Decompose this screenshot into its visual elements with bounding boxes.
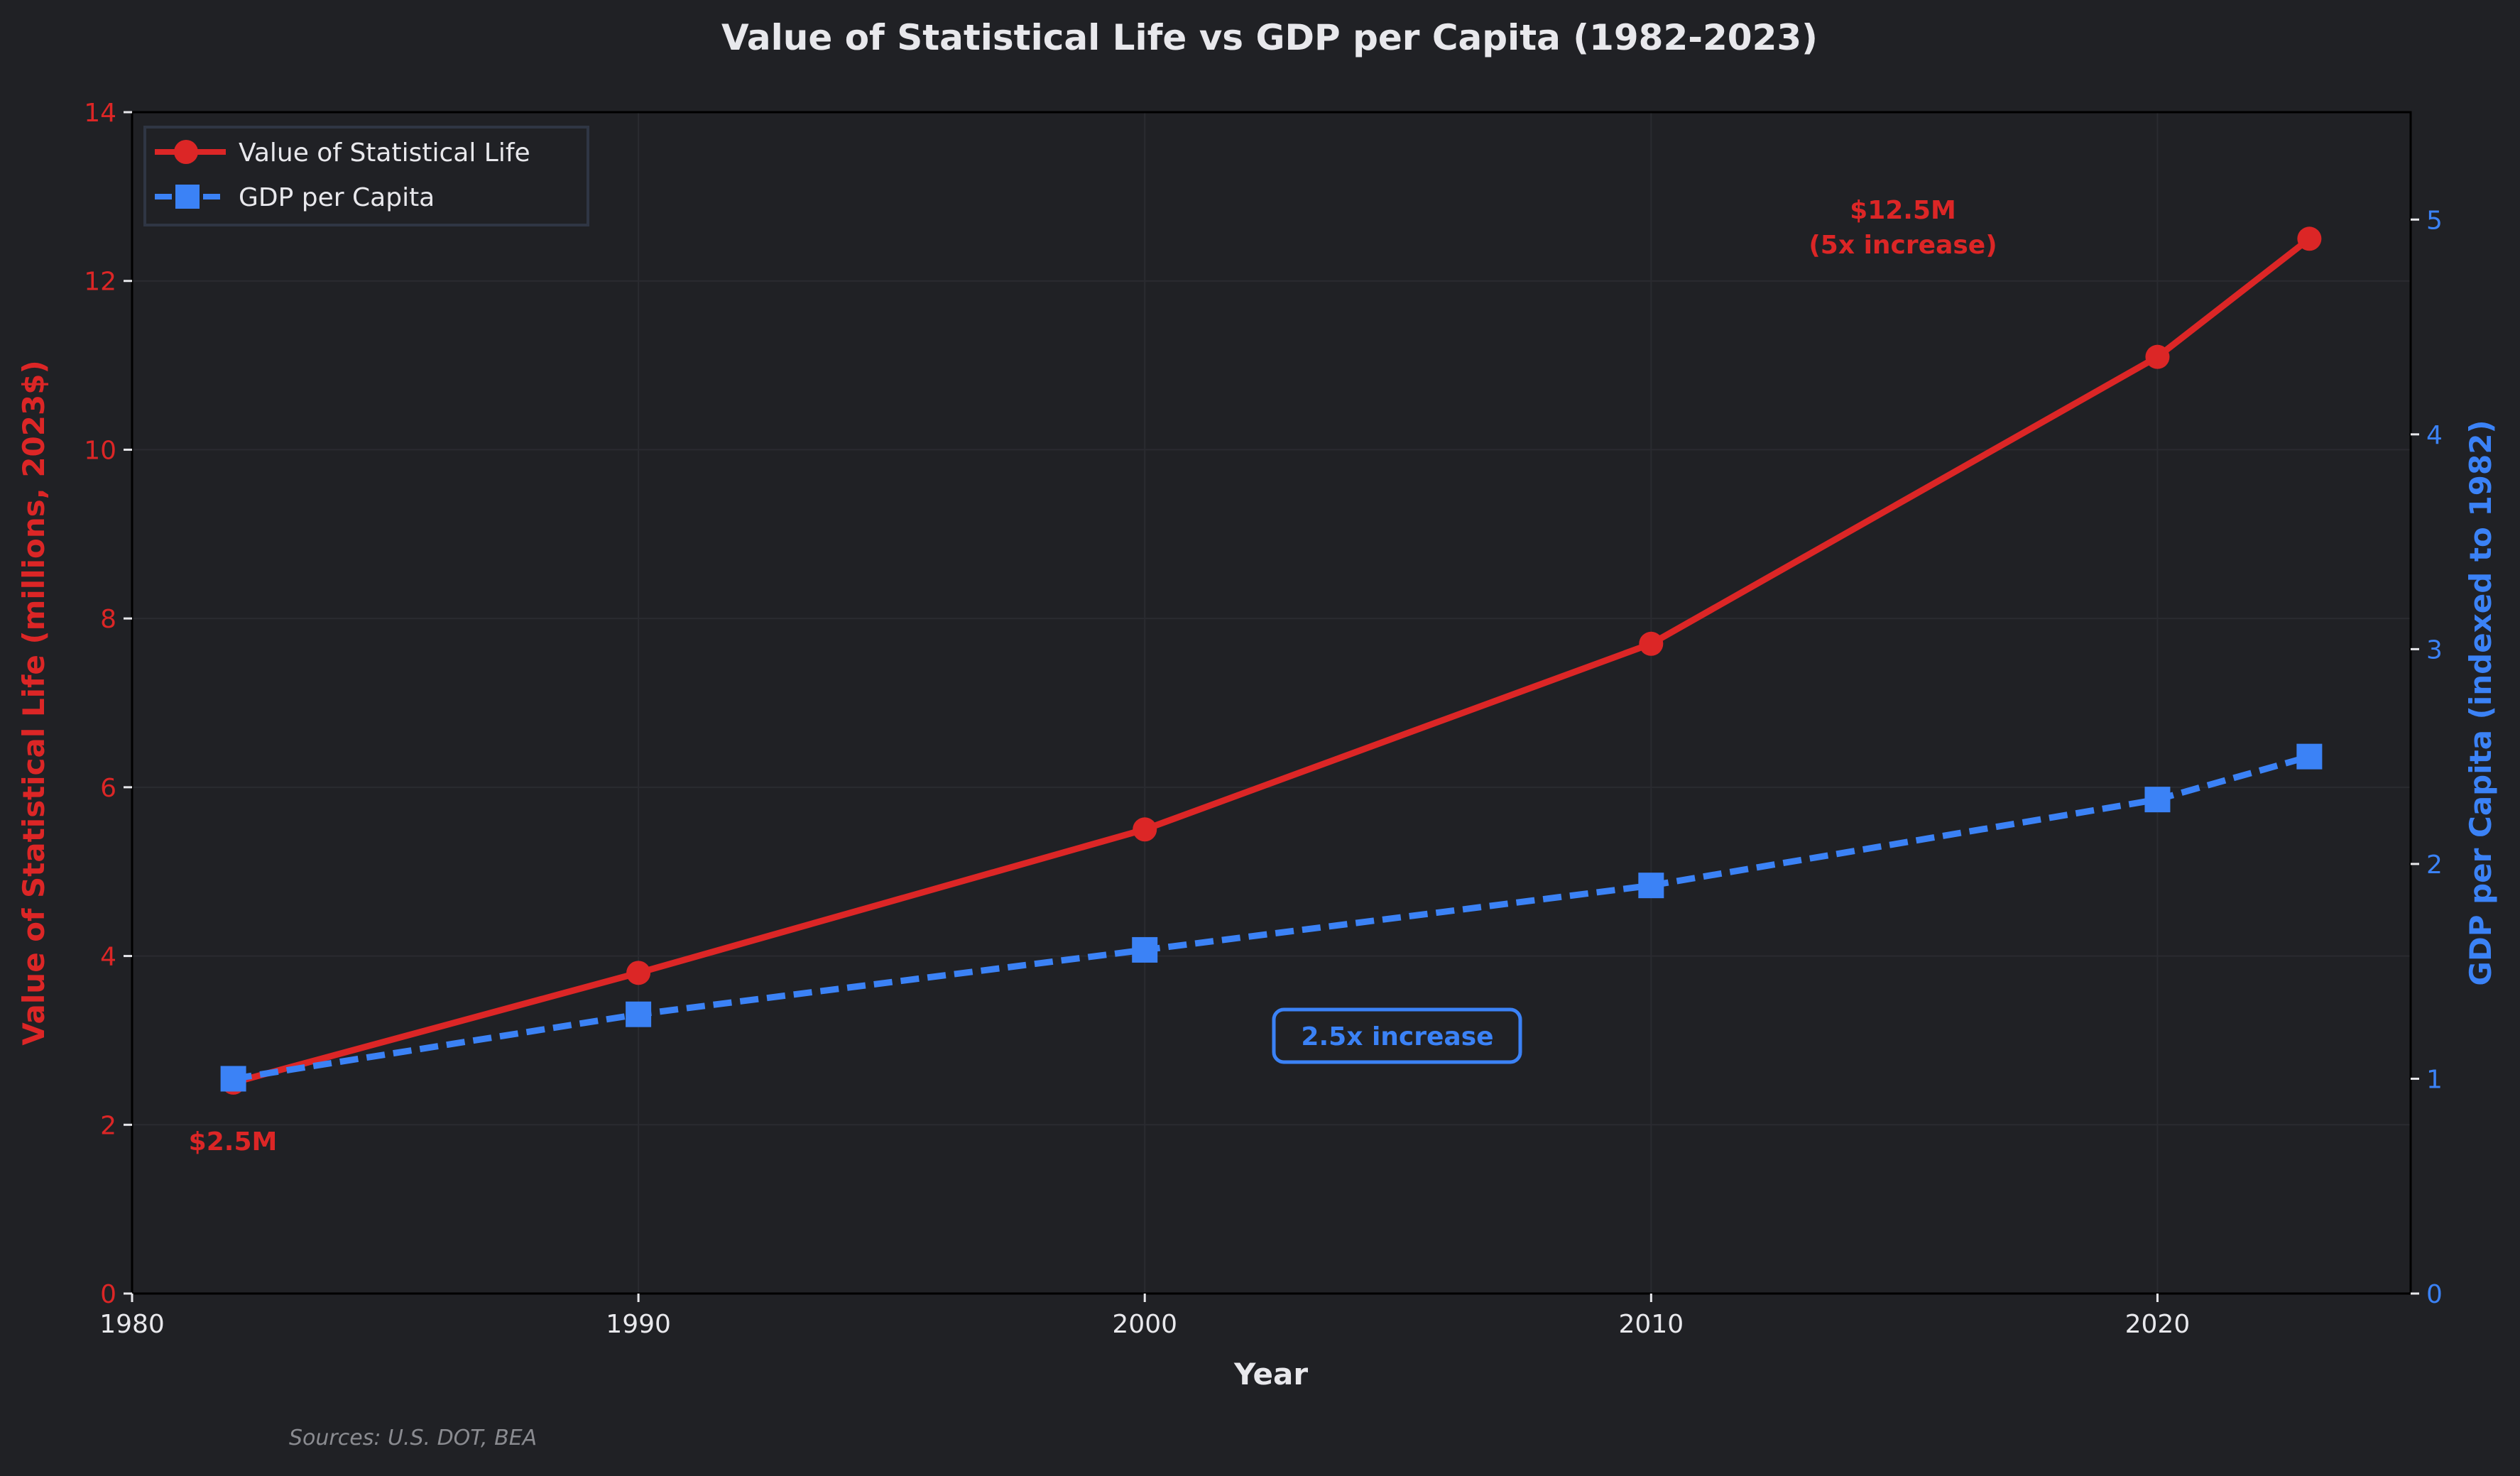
- series-layer: [220, 226, 2323, 1095]
- x-tick-label: 1980: [99, 1310, 165, 1339]
- y-axis-label-left: Value of Statistical Life (millions, 202…: [16, 360, 51, 1045]
- y-tick-label-left: 10: [84, 436, 116, 465]
- data-point-vsl: [1639, 631, 1664, 656]
- y-tick-label-left: 4: [100, 943, 116, 972]
- legend-vsl-marker: [174, 140, 198, 164]
- grid: [131, 111, 2411, 1294]
- y-tick-label-right: 1: [2426, 1065, 2443, 1094]
- annotation-gdp: 2.5x increase: [1301, 1022, 1493, 1051]
- annotation-start: $2.5M: [189, 1127, 278, 1157]
- data-point-vsl: [1133, 817, 1157, 842]
- data-point-vsl: [626, 961, 651, 985]
- data-point-gdp: [2296, 743, 2323, 770]
- data-point-gdp: [2144, 787, 2171, 813]
- y-tick-label-left: 6: [100, 774, 116, 803]
- legend-box: [143, 126, 589, 226]
- data-point-gdp: [1638, 873, 1664, 899]
- x-tick-label: 2000: [1112, 1310, 1177, 1339]
- legend-gdp-marker: [175, 185, 200, 209]
- y-tick-label-right: 5: [2426, 206, 2443, 235]
- source-note: Sources: U.S. DOT, BEA: [289, 1426, 537, 1450]
- x-axis-label: Year: [1233, 1357, 1308, 1392]
- x-tick-label: 2020: [2125, 1310, 2191, 1339]
- x-tick-label: 2010: [1619, 1310, 1684, 1339]
- series-line-1: [232, 753, 2311, 1082]
- y-tick-label-left: 2: [100, 1111, 116, 1140]
- y-tick-label-left: 12: [84, 268, 116, 297]
- annotation-end: $12.5M: [1850, 196, 1956, 225]
- y-axis-label-right: GDP per Capita (indexed to 1982): [2463, 420, 2498, 985]
- data-point-gdp: [1132, 936, 1158, 963]
- legend: Value of Statistical Life GDP per Capita: [143, 126, 589, 226]
- data-point-gdp: [626, 1001, 652, 1027]
- y-tick-label-left: 14: [84, 99, 116, 128]
- y-tick-label-right: 2: [2426, 851, 2443, 880]
- data-point-vsl: [2145, 344, 2170, 369]
- plot-frame: [131, 111, 2412, 1295]
- annotation-end-sub: (5x increase): [1809, 231, 1997, 260]
- y-tick-label-right: 4: [2426, 421, 2443, 450]
- legend-vsl-label: Value of Statistical Life: [239, 138, 530, 168]
- chart-title: Value of Statistical Life vs GDP per Cap…: [721, 17, 1818, 58]
- y-tick-label-left: 8: [100, 605, 116, 634]
- y-tick-label-left: 0: [100, 1280, 116, 1309]
- annotation-gdp-box: [1272, 1007, 1522, 1064]
- y-tick-label-right: 0: [2426, 1280, 2443, 1309]
- data-point-vsl: [2297, 226, 2322, 251]
- data-point-gdp: [220, 1066, 246, 1092]
- series-line-0: [232, 236, 2312, 1086]
- legend-gdp-label: GDP per Capita: [239, 183, 435, 212]
- x-tick-label: 1990: [606, 1310, 671, 1339]
- y-tick-label-right: 3: [2426, 635, 2443, 665]
